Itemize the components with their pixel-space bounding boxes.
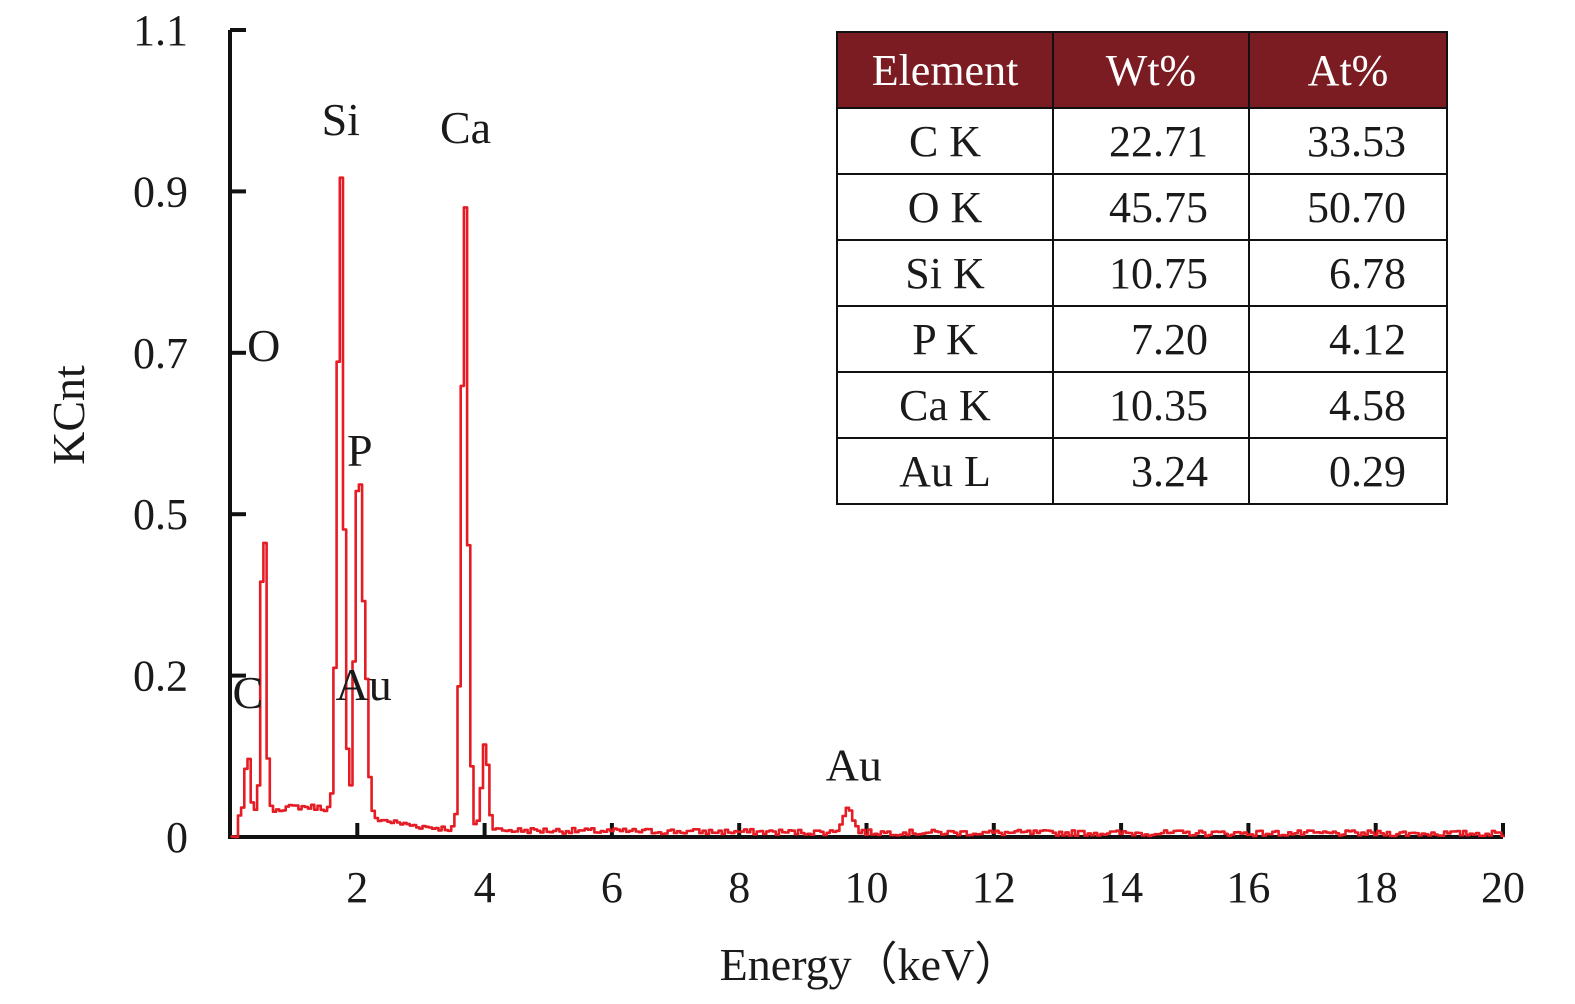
- cell-wt-percent: 10.35: [1052, 371, 1250, 439]
- cell-wt-percent: 22.71: [1052, 107, 1250, 175]
- table-row: P K 7.20 4.12: [836, 305, 1448, 373]
- y-tick-label: 1.1: [133, 6, 188, 55]
- peak-label: Ca: [440, 102, 491, 153]
- cell-element: O K: [836, 173, 1054, 241]
- y-tick-label: 0.9: [133, 167, 188, 216]
- x-tick-label: 6: [601, 863, 623, 912]
- x-tick-label: 4: [474, 863, 496, 912]
- cell-at-percent: 0.29: [1248, 437, 1448, 505]
- cell-wt-percent: 10.75: [1052, 239, 1250, 307]
- peak-label: Au: [336, 659, 392, 710]
- peak-label: Si: [322, 94, 360, 145]
- x-tick-label: 20: [1481, 863, 1525, 912]
- y-axis: 0 0.2 0.5 0.7 0.9 1.1: [133, 6, 246, 862]
- cell-wt-percent: 45.75: [1052, 173, 1250, 241]
- header-wt-percent: Wt%: [1052, 31, 1250, 109]
- x-tick-label: 14: [1099, 863, 1143, 912]
- spectrum-line: [230, 176, 1505, 839]
- y-tick-label: 0.7: [133, 329, 188, 378]
- cell-at-percent: 4.58: [1248, 371, 1448, 439]
- table-row: C K 22.71 33.53: [836, 107, 1448, 175]
- table-header-row: Element Wt% At%: [836, 31, 1448, 109]
- composition-table: Element Wt% At% C K 22.71 33.53 O K 45.7…: [836, 31, 1448, 505]
- cell-at-percent: 6.78: [1248, 239, 1448, 307]
- cell-element: P K: [836, 305, 1054, 373]
- y-axis-title: KCnt: [43, 365, 94, 465]
- x-tick-label: 16: [1226, 863, 1270, 912]
- cell-at-percent: 33.53: [1248, 107, 1448, 175]
- x-axis: 2 4 6 8 10 12 14 16 18 20: [228, 823, 1525, 912]
- x-tick-label: 8: [728, 863, 750, 912]
- y-tick-label: 0.5: [133, 490, 188, 539]
- cell-element: Ca K: [836, 371, 1054, 439]
- cell-at-percent: 50.70: [1248, 173, 1448, 241]
- header-element: Element: [836, 31, 1054, 109]
- x-tick-label: 18: [1354, 863, 1398, 912]
- table-row: Au L 3.24 0.29: [836, 437, 1448, 505]
- header-at-percent: At%: [1248, 31, 1448, 109]
- cell-element: Au L: [836, 437, 1054, 505]
- cell-at-percent: 4.12: [1248, 305, 1448, 373]
- table-row: O K 45.75 50.70: [836, 173, 1448, 241]
- cell-element: C K: [836, 107, 1054, 175]
- peak-label: P: [347, 425, 373, 476]
- peak-label: O: [247, 320, 280, 371]
- table-row: Si K 10.75 6.78: [836, 239, 1448, 307]
- table-row: Ca K 10.35 4.58: [836, 371, 1448, 439]
- y-tick-label: 0.2: [133, 652, 188, 701]
- peak-label: C: [232, 667, 263, 718]
- cell-wt-percent: 7.20: [1052, 305, 1250, 373]
- x-tick-label: 2: [346, 863, 368, 912]
- cell-wt-percent: 3.24: [1052, 437, 1250, 505]
- x-axis-title: Energy（keV）: [720, 939, 1021, 990]
- y-tick-label: 0: [166, 813, 188, 862]
- peak-labels: C O Si Ca P Au Au: [232, 94, 881, 791]
- cell-element: Si K: [836, 239, 1054, 307]
- x-tick-label: 12: [972, 863, 1016, 912]
- peak-label: Au: [826, 740, 882, 791]
- x-tick-label: 10: [845, 863, 889, 912]
